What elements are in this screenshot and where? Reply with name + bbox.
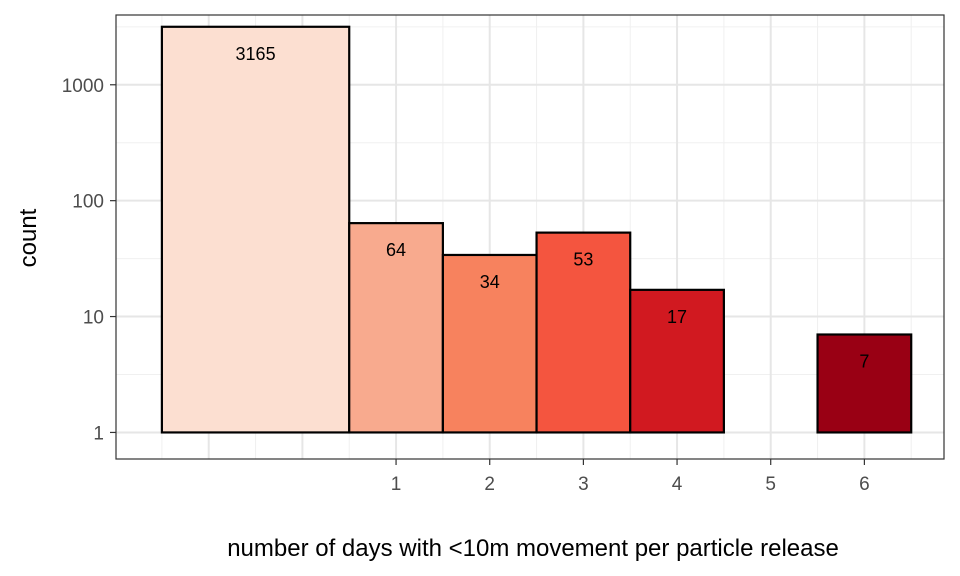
bar-value-label: 34 (480, 272, 500, 292)
y-tick-label: 10 (83, 308, 104, 329)
x-tick-label: 3 (578, 474, 589, 495)
bar-value-label: 3165 (236, 44, 276, 64)
bar-value-label: 7 (859, 352, 869, 372)
y-tick-label: 1 (93, 423, 104, 444)
x-tick-label: 6 (859, 474, 870, 495)
bar-labels: 3165 64 34 53 17 7 (236, 44, 870, 372)
bar-value-label: 17 (667, 307, 687, 327)
bar-value-label: 64 (386, 240, 406, 260)
bar-17 (629, 288, 725, 434)
y-tick-label: 100 (72, 192, 104, 213)
bar-34 (441, 253, 538, 434)
x-axis-title: number of days with <10m movement per pa… (227, 535, 839, 562)
bar-value-label: 53 (573, 250, 593, 270)
x-tick-label: 1 (391, 474, 402, 495)
y-axis-title: count (15, 208, 42, 267)
bar-7 (816, 333, 913, 434)
panel-border (115, 14, 945, 460)
bars (160, 25, 913, 434)
bar-3165 (160, 25, 351, 434)
y-tick-label: 1000 (62, 76, 104, 97)
x-tick-label: 4 (672, 474, 683, 495)
y-axis: 1 10 100 1000 (62, 76, 116, 444)
x-tick-label: 5 (765, 474, 776, 495)
bar-64 (348, 222, 444, 434)
x-tick-label: 2 (484, 474, 495, 495)
x-axis: 1 2 3 4 5 6 (391, 459, 870, 495)
bar-53 (535, 231, 632, 434)
